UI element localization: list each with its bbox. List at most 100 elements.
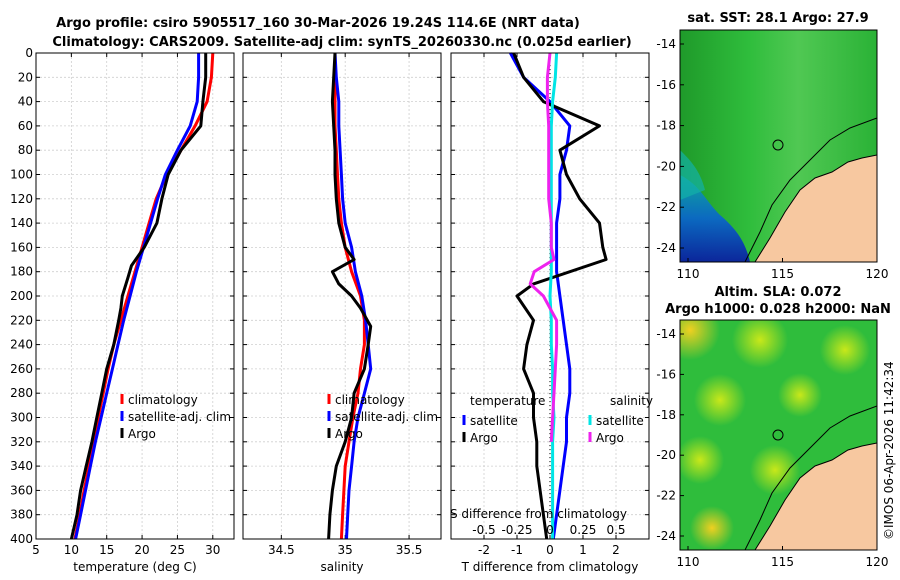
axes-frame <box>242 52 442 540</box>
sla-coastline <box>754 442 877 550</box>
sla-blob <box>680 436 724 484</box>
sla-blob <box>778 373 822 417</box>
x-tick-label: -1 <box>511 543 523 557</box>
x-tick-label: 35.5 <box>396 543 423 557</box>
sla-map: Altim. SLA: 0.072 Argo h1000: 0.028 h200… <box>656 285 890 569</box>
panel-temperature: 5 10 15 20 25 3002040608010012014016018020022… <box>10 46 235 574</box>
series-line-argo <box>327 52 373 540</box>
series-line-salinity-argo <box>528 52 559 442</box>
legend-label: satellite-adj. clim <box>128 410 231 424</box>
legend-label: satellite <box>470 414 518 428</box>
series-line-satellite-adj-clim <box>74 53 201 540</box>
map-x-tick-label: 110 <box>677 267 700 281</box>
y-tick-label: 140 <box>10 216 33 230</box>
x-tick-label: 20 <box>134 543 149 557</box>
sla-blob <box>820 325 870 375</box>
map-x-tick-label: 120 <box>866 267 889 281</box>
timestamp: ©IMOS 06-Apr-2026 11:42:34 <box>882 361 896 540</box>
y-tick-label: 360 <box>10 483 33 497</box>
sla-bathymetry-contour <box>744 405 877 550</box>
sla-map-title-line1: Altim. SLA: 0.072 <box>715 285 842 300</box>
map-y-tick-label: -22 <box>656 489 676 503</box>
map-y-tick-label: -20 <box>656 159 676 173</box>
y-tick-label: 260 <box>10 362 33 376</box>
sla-map-frame <box>679 319 878 551</box>
series-line-argo <box>69 53 208 540</box>
map-y-tick-label: -20 <box>656 448 676 462</box>
map-y-tick-label: -18 <box>656 408 676 422</box>
sst-cool-water <box>680 175 750 262</box>
y-tick-label: 340 <box>10 459 33 473</box>
top-x-tick-label: -0.25 <box>501 523 532 537</box>
sst-land <box>755 155 877 262</box>
y-tick-label: 160 <box>10 240 33 254</box>
series-line-satellite-adj-clim <box>333 52 373 540</box>
x-tick-label: 25 <box>170 543 185 557</box>
map-y-tick-label: -22 <box>656 200 676 214</box>
y-tick-label: 280 <box>10 386 33 400</box>
sst-bathymetry-contour <box>744 117 877 262</box>
legend-label: Argo <box>470 431 498 445</box>
panel-salinity: 34.5 35 35.5 salinity climatology satellite-a… <box>242 52 442 574</box>
map-y-tick-label: -14 <box>656 37 676 51</box>
y-tick-label: 220 <box>10 313 33 327</box>
y-tick-label: 120 <box>10 192 33 206</box>
axes-frame <box>35 52 235 540</box>
y-tick-label: 400 <box>10 532 33 546</box>
legend-label: Argo <box>596 431 624 445</box>
map-x-tick-label: 115 <box>771 555 794 569</box>
sla-map-title-line2: Argo h1000: 0.028 h2000: NaN <box>665 302 891 317</box>
sla-blob <box>750 445 800 495</box>
y-tick-label: 20 <box>18 70 33 84</box>
y-tick-label: 240 <box>10 338 33 352</box>
series-line-temperature-argo <box>512 52 608 540</box>
figure-title-line1: Argo profile: csiro 5905517_160 30-Mar-2… <box>56 16 580 31</box>
x-tick-label: 15 <box>99 543 114 557</box>
x-tick-label: 5 <box>32 543 40 557</box>
map-x-tick-label: 115 <box>771 267 794 281</box>
x-tick-label: 35 <box>338 543 353 557</box>
map-y-tick-label: -24 <box>656 529 676 543</box>
legend-label: climatology <box>335 393 405 407</box>
legend-title-salinity: salinity <box>610 394 653 408</box>
sst-map: sat. SST: 28.1 Argo: 27.9 -14 -16 -18 -20 -2… <box>656 11 888 281</box>
y-tick-label: 380 <box>10 508 33 522</box>
sst-argo-position-marker <box>772 139 784 151</box>
sla-blob <box>694 374 746 426</box>
map-y-tick-label: -14 <box>656 327 676 341</box>
x-tick-label: -2 <box>478 543 490 557</box>
map-x-tick-label: 120 <box>866 555 889 569</box>
legend-label: satellite <box>596 414 644 428</box>
x-tick-label: 10 <box>64 543 79 557</box>
profile-plots: 5 10 15 20 25 3002040608010012014016018020022… <box>10 46 653 574</box>
legend-label: Argo <box>335 427 363 441</box>
top-x-tick-label: 0 <box>546 523 554 537</box>
sst-shelf-water <box>680 150 705 200</box>
y-tick-label: 60 <box>18 119 33 133</box>
y-tick-label: 320 <box>10 435 33 449</box>
x-axis-label-top: S difference from climatology <box>450 507 627 521</box>
sla-blob <box>690 506 734 550</box>
x-tick-label: 34.5 <box>268 543 295 557</box>
sla-land <box>755 443 877 550</box>
sst-map-title: sat. SST: 28.1 Argo: 27.9 <box>687 11 868 26</box>
map-y-tick-label: -16 <box>656 78 676 92</box>
sst-coastline <box>754 154 877 262</box>
sst-map-frame <box>679 29 878 263</box>
map-y-tick-label: -24 <box>656 241 676 255</box>
x-tick-label: 30 <box>205 543 220 557</box>
sla-argo-position-marker <box>772 429 784 441</box>
top-x-tick-label: 0.5 <box>606 523 625 537</box>
legend-label: climatology <box>128 393 198 407</box>
top-x-tick-label: 0.25 <box>570 523 597 537</box>
axes-frame <box>450 52 650 540</box>
legend-label: satellite-adj. clim <box>335 410 438 424</box>
y-tick-label: 300 <box>10 411 33 425</box>
map-x-tick-label: 110 <box>677 555 700 569</box>
figure-title-line2: Climatology: CARS2009. Satellite-adj cli… <box>52 35 631 50</box>
y-tick-label: 100 <box>10 168 33 182</box>
x-tick-label: 0 <box>546 543 554 557</box>
sla-blob <box>680 320 720 360</box>
sla-blob <box>732 320 788 368</box>
x-axis-label: T difference from climatology <box>461 560 639 574</box>
